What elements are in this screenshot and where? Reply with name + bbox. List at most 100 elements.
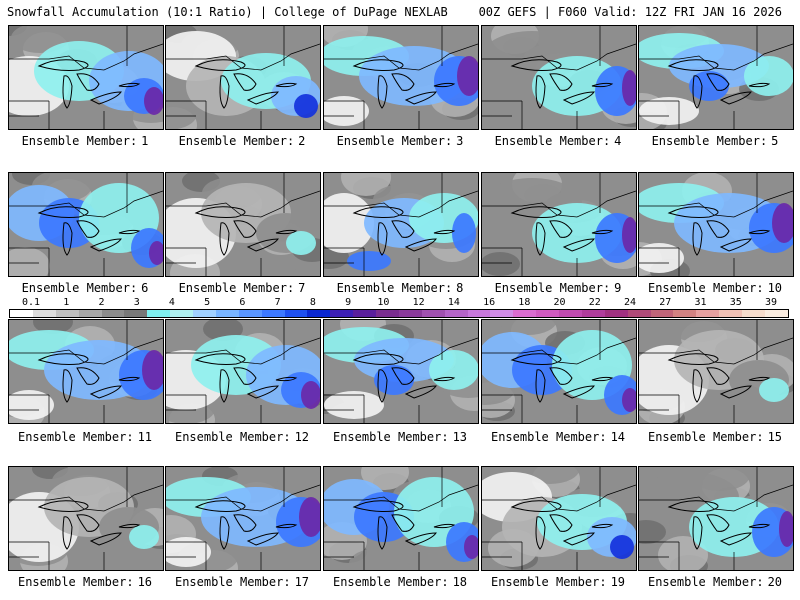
snowfall-map xyxy=(9,467,163,570)
member-label-prefix: Ensemble Member: xyxy=(174,575,291,589)
lake-outline xyxy=(219,369,230,403)
page-title: Snowfall Accumulation (10:1 Ratio) | Col… xyxy=(7,5,448,19)
lake-outline xyxy=(549,514,573,532)
lake-outline xyxy=(62,222,73,256)
lake-outline xyxy=(391,367,415,385)
border-line xyxy=(9,484,163,512)
lake-outline xyxy=(62,369,73,403)
ensemble-member-label: Ensemble Member: 1 xyxy=(5,134,165,148)
gray-snow-patch xyxy=(658,536,708,570)
lake-outline xyxy=(352,353,404,365)
lake-outline xyxy=(233,514,257,532)
member-number: 16 xyxy=(137,575,153,589)
ensemble-member-panel xyxy=(638,25,794,130)
lake-outline xyxy=(719,91,752,105)
lake-outline xyxy=(510,500,562,512)
lake-outline xyxy=(667,206,719,218)
snow-shading xyxy=(149,241,163,265)
snow-shading xyxy=(744,56,793,96)
legend-label: 16 xyxy=(483,297,496,308)
legend-swatch xyxy=(101,310,125,317)
legend-label: 1 xyxy=(63,297,70,308)
legend-label: 14 xyxy=(447,297,460,308)
legend-label: 7 xyxy=(274,297,281,308)
legend-swatch xyxy=(559,310,582,317)
member-number: 15 xyxy=(767,430,783,444)
legend-label: 3 xyxy=(133,297,140,308)
legend-swatch xyxy=(78,310,102,317)
snowfall-map xyxy=(9,26,163,129)
lake-outline xyxy=(562,385,595,399)
lake-outline xyxy=(667,59,719,71)
ensemble-member-panel xyxy=(165,172,321,277)
lake-outline xyxy=(219,516,230,550)
member-label-prefix: Ensemble Member: xyxy=(490,575,607,589)
member-label-prefix: Ensemble Member: xyxy=(647,575,764,589)
ensemble-member-label: Ensemble Member: 13 xyxy=(320,430,480,444)
lake-outline xyxy=(404,91,437,105)
snow-shading xyxy=(324,96,369,126)
lake-outline xyxy=(37,59,89,71)
gray-snow-patch xyxy=(341,173,391,196)
member-number: 3 xyxy=(456,134,464,148)
lake-outline xyxy=(562,238,595,252)
lake-outline xyxy=(233,367,257,385)
lake-outline xyxy=(76,220,100,238)
lake-outline xyxy=(76,367,100,385)
snow-shading xyxy=(9,390,54,420)
member-label-prefix: Ensemble Member: xyxy=(647,281,764,295)
snowfall-map xyxy=(482,173,636,276)
border-line xyxy=(639,190,793,218)
legend-swatch xyxy=(421,310,445,317)
snowfall-map xyxy=(324,26,478,129)
snow-shading xyxy=(622,388,636,412)
member-number: 2 xyxy=(298,134,306,148)
member-number: 7 xyxy=(298,281,306,295)
legend-swatch xyxy=(330,310,354,317)
member-label-prefix: Ensemble Member: xyxy=(494,134,611,148)
lake-outline xyxy=(510,206,562,218)
member-number: 13 xyxy=(452,430,468,444)
legend-swatch xyxy=(604,310,628,317)
lake-outline xyxy=(352,500,404,512)
lake-outline xyxy=(377,222,388,256)
lake-outline xyxy=(246,532,279,546)
member-label-prefix: Ensemble Member: xyxy=(332,575,449,589)
member-number: 10 xyxy=(767,281,783,295)
ensemble-member-label: Ensemble Member: 17 xyxy=(162,575,322,589)
lake-outline xyxy=(352,59,404,71)
member-label-prefix: Ensemble Member: xyxy=(332,430,449,444)
legend-swatch xyxy=(170,310,193,317)
border-line xyxy=(324,484,478,512)
color-legend xyxy=(9,309,789,318)
member-label-prefix: Ensemble Member: xyxy=(336,281,453,295)
ensemble-member-label: Ensemble Member: 14 xyxy=(478,430,638,444)
lake-outline xyxy=(37,206,89,218)
ensemble-member-panel xyxy=(165,466,321,571)
lake-outline xyxy=(549,367,573,385)
lake-outline xyxy=(391,220,415,238)
legend-swatch xyxy=(764,310,788,317)
lake-outline xyxy=(118,376,141,382)
lake-outline xyxy=(233,220,257,238)
lake-outline xyxy=(275,376,298,382)
ensemble-member-label: Ensemble Member: 20 xyxy=(635,575,795,589)
snow-shading xyxy=(622,217,636,253)
snow-shading xyxy=(464,535,478,559)
legend-swatch xyxy=(55,310,79,317)
lake-outline xyxy=(706,367,730,385)
legend-label: 4 xyxy=(168,297,175,308)
snow-shading xyxy=(129,525,159,549)
snow-shading xyxy=(142,350,163,390)
lake-outline xyxy=(433,229,456,235)
border-line xyxy=(324,43,478,71)
snow-shading xyxy=(622,70,636,106)
member-label-prefix: Ensemble Member: xyxy=(17,430,134,444)
legend-swatch xyxy=(307,310,331,317)
snowfall-map xyxy=(9,173,163,276)
snow-shading xyxy=(347,251,391,271)
gray-snow-patch xyxy=(639,520,666,544)
snowfall-map xyxy=(639,26,793,129)
snowfall-map xyxy=(324,467,478,570)
legend-swatch xyxy=(627,310,651,317)
